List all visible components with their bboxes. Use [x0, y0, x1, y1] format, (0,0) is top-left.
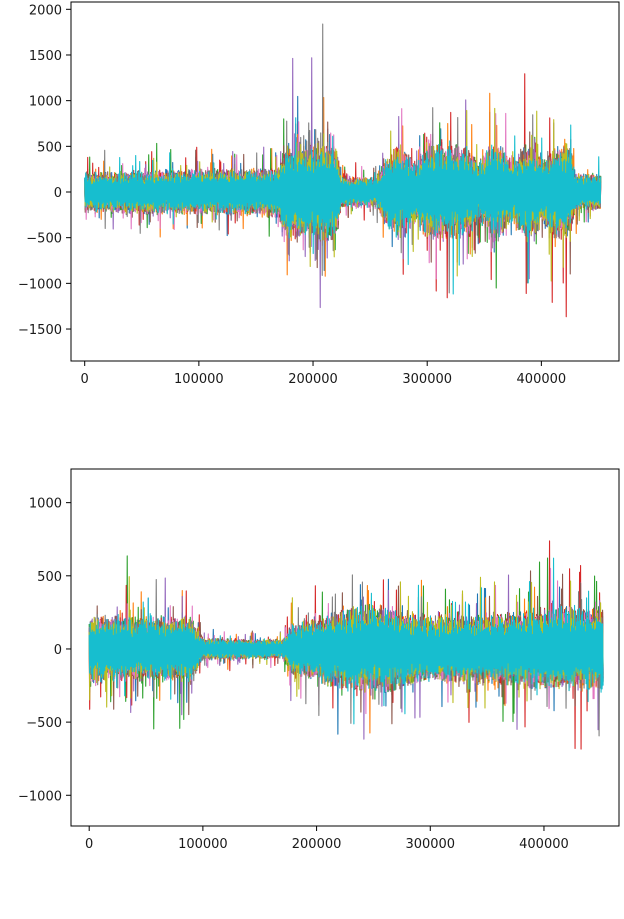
chart-2: 0 100000 200000 300000 400000 −1000 −500 0 500 10…: [18, 468, 620, 852]
y-tick-label: −500: [26, 232, 62, 247]
x-tick-label: 0: [85, 837, 93, 852]
y-tick-label: 0: [54, 186, 62, 201]
x-tick-label: 200000: [288, 372, 338, 387]
series-line-10: [84, 117, 602, 295]
y-tick-label: 500: [37, 570, 62, 585]
y-tick-label: 1500: [29, 49, 62, 64]
x-tick-label: 300000: [402, 372, 452, 387]
y-tick-label: −1000: [18, 277, 62, 292]
axes-frame: [70, 1, 620, 362]
y-tick-label: −500: [26, 716, 62, 731]
plot-area: [88, 540, 604, 750]
y-tick-label: −1500: [18, 323, 62, 338]
y-tick-label: 1000: [29, 95, 62, 110]
x-tick-label: 100000: [174, 372, 224, 387]
plot-area: [84, 23, 602, 318]
y-tick-label: 500: [37, 140, 62, 155]
y-tick-label: 2000: [29, 3, 62, 18]
x-tick-label: 0: [81, 372, 89, 387]
x-tick-label: 400000: [519, 837, 569, 852]
x-tick-label: 400000: [517, 372, 567, 387]
y-tick-label: 0: [54, 643, 62, 658]
y-tick-label: −1000: [18, 789, 62, 804]
chart-1: 0 100000 200000 300000 400000 −1500 −1000 −500 0…: [18, 1, 620, 387]
axes-frame: [70, 468, 620, 827]
x-tick-label: 100000: [178, 837, 228, 852]
x-tick-label: 200000: [292, 837, 342, 852]
y-tick-label: 1000: [29, 497, 62, 512]
x-tick-label: 300000: [405, 837, 455, 852]
series-line-10: [88, 557, 604, 725]
